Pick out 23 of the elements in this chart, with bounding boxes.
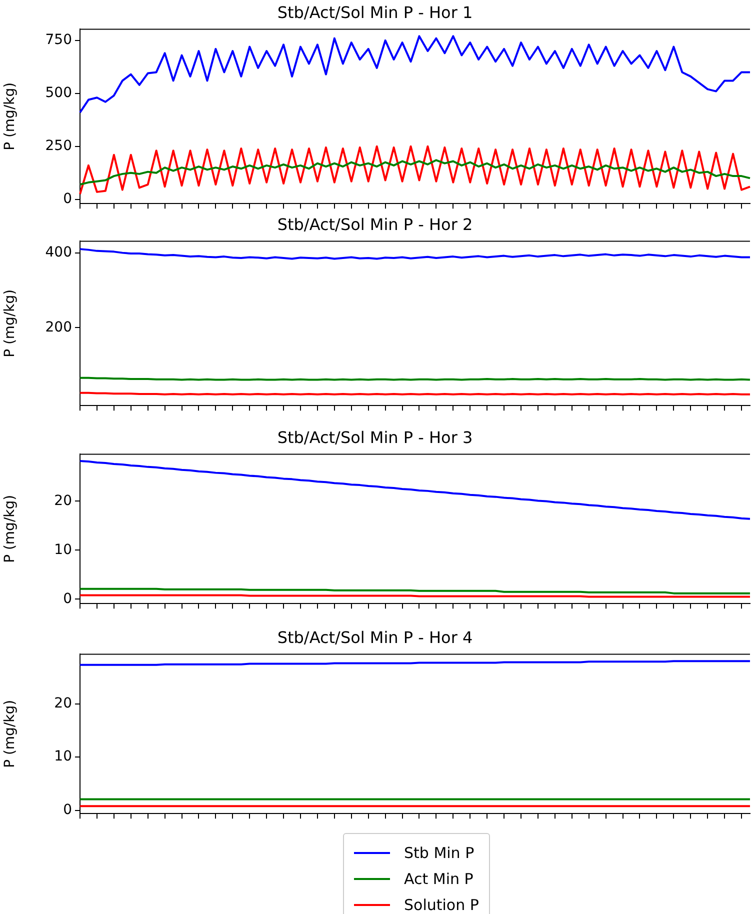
legend-label: Solution P: [404, 896, 479, 914]
chart-title: Stb/Act/Sol Min P - Hor 3: [277, 428, 473, 447]
y-axis-title: P (mg/kg): [2, 494, 18, 563]
chart-title: Stb/Act/Sol Min P - Hor 2: [277, 214, 473, 234]
legend-label: Stb Min P: [404, 844, 474, 862]
y-tick-label: 400: [45, 244, 72, 260]
y-tick-label: 10: [54, 748, 72, 765]
y-tick-label: 250: [45, 138, 72, 154]
y-tick-label: 750: [45, 32, 72, 48]
y-tick-label: 20: [54, 492, 72, 509]
chart-title: Stb/Act/Sol Min P - Hor 4: [277, 628, 473, 647]
legend-label: Act Min P: [404, 870, 474, 888]
y-tick-label: 0: [63, 590, 72, 607]
y-tick-label: 500: [45, 85, 72, 102]
y-tick-label: 200: [45, 319, 72, 336]
y-tick-label: 0: [63, 802, 72, 818]
y-axis-title: P (mg/kg): [2, 82, 18, 150]
y-tick-label: 20: [54, 695, 72, 712]
y-tick-label: 0: [63, 191, 72, 207]
y-axis-title: P (mg/kg): [2, 289, 18, 358]
y-axis-title: P (mg/kg): [2, 700, 18, 768]
chart-title: Stb/Act/Sol Min P - Hor 1: [277, 2, 473, 22]
y-tick-label: 10: [54, 542, 72, 558]
